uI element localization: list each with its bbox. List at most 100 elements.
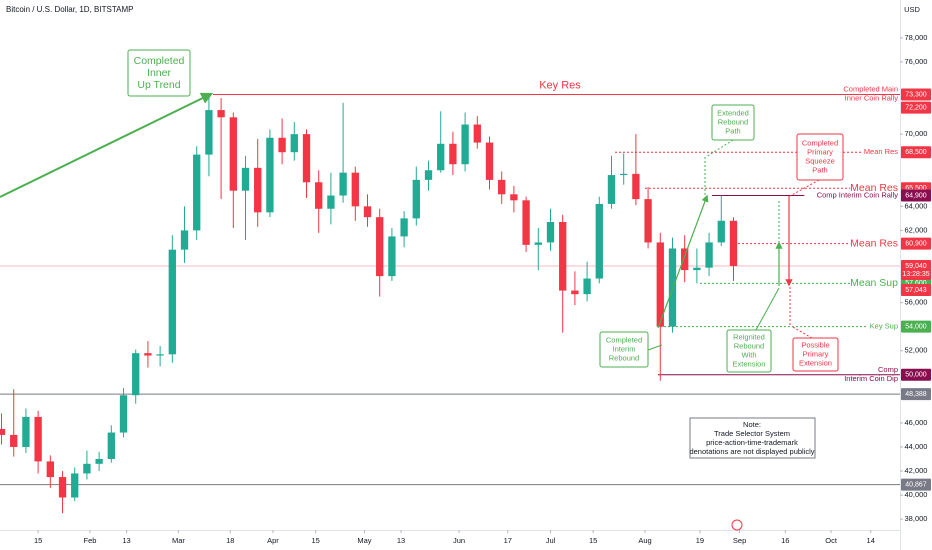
level-side-label: Completed Main xyxy=(843,84,898,93)
candle-body xyxy=(95,459,103,464)
level-side-label: Mean Res xyxy=(850,237,898,249)
y-tick-label: 76,000 xyxy=(905,57,928,66)
x-tick-label: 13 xyxy=(122,536,130,545)
candle-body xyxy=(193,154,201,231)
candle-body xyxy=(485,142,494,180)
price-tag-label: 65,500 xyxy=(905,185,927,192)
candle-body xyxy=(534,242,542,245)
candle-body xyxy=(363,206,372,218)
candle-body xyxy=(571,290,579,295)
candle-body xyxy=(315,182,323,209)
callout-text: Extension xyxy=(733,359,766,368)
candle-body xyxy=(498,179,506,195)
x-tick-label: 15 xyxy=(589,536,597,545)
candle-body xyxy=(34,416,42,462)
x-tick-label: Sep xyxy=(733,536,746,545)
candle-body xyxy=(266,137,274,213)
candle-body xyxy=(559,221,567,291)
x-tick-label: Oct xyxy=(825,536,838,545)
candle-body xyxy=(339,172,347,196)
callout-text: Primary xyxy=(803,349,829,358)
price-tag xyxy=(901,237,931,250)
candle-body xyxy=(132,353,140,396)
candle-body xyxy=(119,395,128,433)
x-tick-label: 17 xyxy=(504,536,512,545)
x-tick-label: Apr xyxy=(267,536,279,545)
candle-body xyxy=(522,200,530,245)
drawings xyxy=(0,92,820,531)
note-box xyxy=(689,417,816,459)
rebound-arrow xyxy=(657,194,709,329)
connector xyxy=(789,179,820,197)
price-tag-label: 60,900 xyxy=(905,240,927,247)
level-side-label: Comp Interim Coin Rally xyxy=(817,191,899,200)
x-tick-label: May xyxy=(357,536,371,545)
callout-text: Interim xyxy=(613,344,636,353)
level-side-label: Interim Coin Dip xyxy=(844,374,898,383)
price-tag xyxy=(901,388,931,401)
candle-body xyxy=(461,124,469,165)
candle-body xyxy=(607,175,616,204)
candle-body xyxy=(290,134,298,153)
y-tick-label: 42,000 xyxy=(905,466,928,475)
candle-body xyxy=(351,172,359,207)
x-tick-label: 19 xyxy=(696,536,704,545)
chart-title: Bitcoin / U.S. Dollar, 1D, BITSTAMP xyxy=(6,5,133,14)
candle-body xyxy=(241,167,250,191)
candle-body xyxy=(168,249,176,355)
price-tag-label: 57,043 xyxy=(905,287,927,294)
x-tick-label: Aug xyxy=(638,536,651,545)
candle-body xyxy=(632,173,640,200)
callout-text: Path xyxy=(812,165,827,174)
x-tick-label: 15 xyxy=(34,536,42,545)
candle-body xyxy=(705,242,713,268)
note-title: Note: xyxy=(743,420,761,429)
x-tick-label: Feb xyxy=(84,536,97,545)
candle-body xyxy=(546,221,555,243)
y-tick-label: 52,000 xyxy=(905,346,928,355)
candle-body xyxy=(144,353,152,356)
callout-text: Possible xyxy=(801,340,829,349)
candle-body xyxy=(0,428,6,435)
callout-text: Inner xyxy=(147,67,171,79)
y-tick-label: 46,000 xyxy=(905,418,928,427)
callout-text: Rebound xyxy=(734,341,764,350)
callout-text: Rebound xyxy=(718,117,748,126)
level-side-label: Mean Res xyxy=(864,147,898,156)
price-tag-label: 64,900 xyxy=(905,192,927,199)
price-tag-label: 72,200 xyxy=(905,105,927,112)
callout-text: Completed xyxy=(134,55,185,67)
candle-body xyxy=(58,477,67,498)
callout-text: Up Trend xyxy=(137,79,180,91)
candle-body xyxy=(46,461,54,478)
candle-body xyxy=(229,117,237,191)
countdown: 13:28:35 xyxy=(902,271,929,278)
price-tag xyxy=(901,320,931,333)
candle-body xyxy=(473,124,481,143)
y-tick-label: 38,000 xyxy=(905,514,928,523)
y-tick-label: 44,000 xyxy=(905,442,928,451)
candle-body xyxy=(717,220,725,243)
x-tick-label: 16 xyxy=(781,536,789,545)
currency: USD xyxy=(904,5,920,14)
candle-body xyxy=(327,195,335,209)
x-tick-label: Mar xyxy=(172,536,185,545)
price-tag-label: 54,000 xyxy=(905,324,927,331)
candle-body xyxy=(656,242,664,327)
y-tick-label: 78,000 xyxy=(905,33,928,42)
candle-body xyxy=(424,170,433,180)
connector xyxy=(790,325,813,339)
candle-body xyxy=(620,173,628,176)
candle-body xyxy=(22,416,30,447)
callout-text: Primary xyxy=(807,147,833,156)
candle-body xyxy=(400,218,408,237)
candle-body xyxy=(71,473,79,498)
candle-body xyxy=(254,167,262,213)
price-tag xyxy=(901,88,931,101)
x-tick-label: 13 xyxy=(397,536,405,545)
callout-text: Path xyxy=(725,126,740,135)
callout-text: Extension xyxy=(799,358,832,367)
x-tick-label: Jun xyxy=(453,536,465,545)
callout-box xyxy=(599,331,649,368)
candle-body xyxy=(205,110,213,155)
